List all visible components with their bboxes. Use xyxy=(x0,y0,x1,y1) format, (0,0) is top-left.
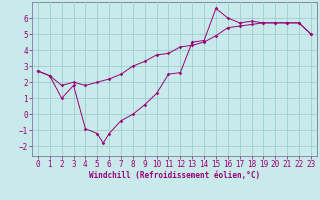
X-axis label: Windchill (Refroidissement éolien,°C): Windchill (Refroidissement éolien,°C) xyxy=(89,171,260,180)
